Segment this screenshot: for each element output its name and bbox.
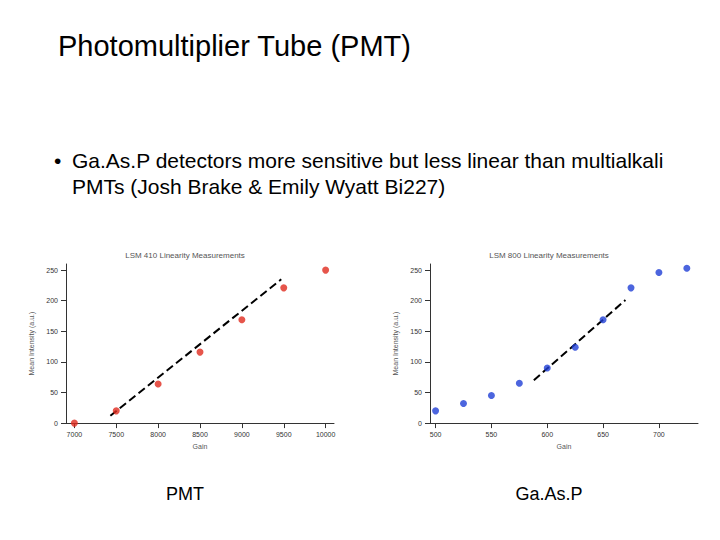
svg-text:Mean Intensity (a.u.): Mean Intensity (a.u.) <box>392 312 400 376</box>
html-text:Photomultiplier Tube (PMT): Photomultiplier Tube (PMT) <box>58 30 411 62</box>
html-text:Ga.As.P: Ga.As.P <box>515 484 583 504</box>
svg-text:Gain: Gain <box>193 443 208 450</box>
svg-text:50: 50 <box>414 389 422 396</box>
svg-text:200: 200 <box>46 297 58 304</box>
svg-text:550: 550 <box>486 431 498 438</box>
svg-text:500: 500 <box>430 431 442 438</box>
svg-text:100: 100 <box>410 358 422 365</box>
svg-text:0: 0 <box>418 420 422 427</box>
svg-text:Mean Intensity (a.u.): Mean Intensity (a.u.) <box>28 312 36 376</box>
svg-text:8500: 8500 <box>192 431 208 438</box>
svg-text:250: 250 <box>410 267 422 274</box>
svg-text:150: 150 <box>46 328 58 335</box>
svg-text:600: 600 <box>541 431 553 438</box>
svg-text:200: 200 <box>410 297 422 304</box>
html-text:Ga.As.P detectors more sensiti: Ga.As.P detectors more sensitive but les… <box>72 149 664 199</box>
svg-text:150: 150 <box>410 328 422 335</box>
svg-text:50: 50 <box>50 389 58 396</box>
svg-text:650: 650 <box>597 431 609 438</box>
svg-text:LSM 410 Linearity Measurements: LSM 410 Linearity Measurements <box>125 251 245 260</box>
svg-text:7000: 7000 <box>67 431 83 438</box>
html-text:PMT: PMT <box>166 484 204 504</box>
svg-text:10000: 10000 <box>316 431 336 438</box>
svg-text:9000: 9000 <box>234 431 250 438</box>
svg-text:0: 0 <box>54 420 58 427</box>
svg-text:250: 250 <box>46 267 58 274</box>
svg-text:LSM 800 Linearity Measurements: LSM 800 Linearity Measurements <box>489 251 609 260</box>
svg-text:9500: 9500 <box>276 431 292 438</box>
svg-text:100: 100 <box>46 358 58 365</box>
svg-text:8000: 8000 <box>150 431 166 438</box>
svg-text:7500: 7500 <box>108 431 124 438</box>
svg-text:700: 700 <box>653 431 665 438</box>
svg-text:Gain: Gain <box>557 443 572 450</box>
